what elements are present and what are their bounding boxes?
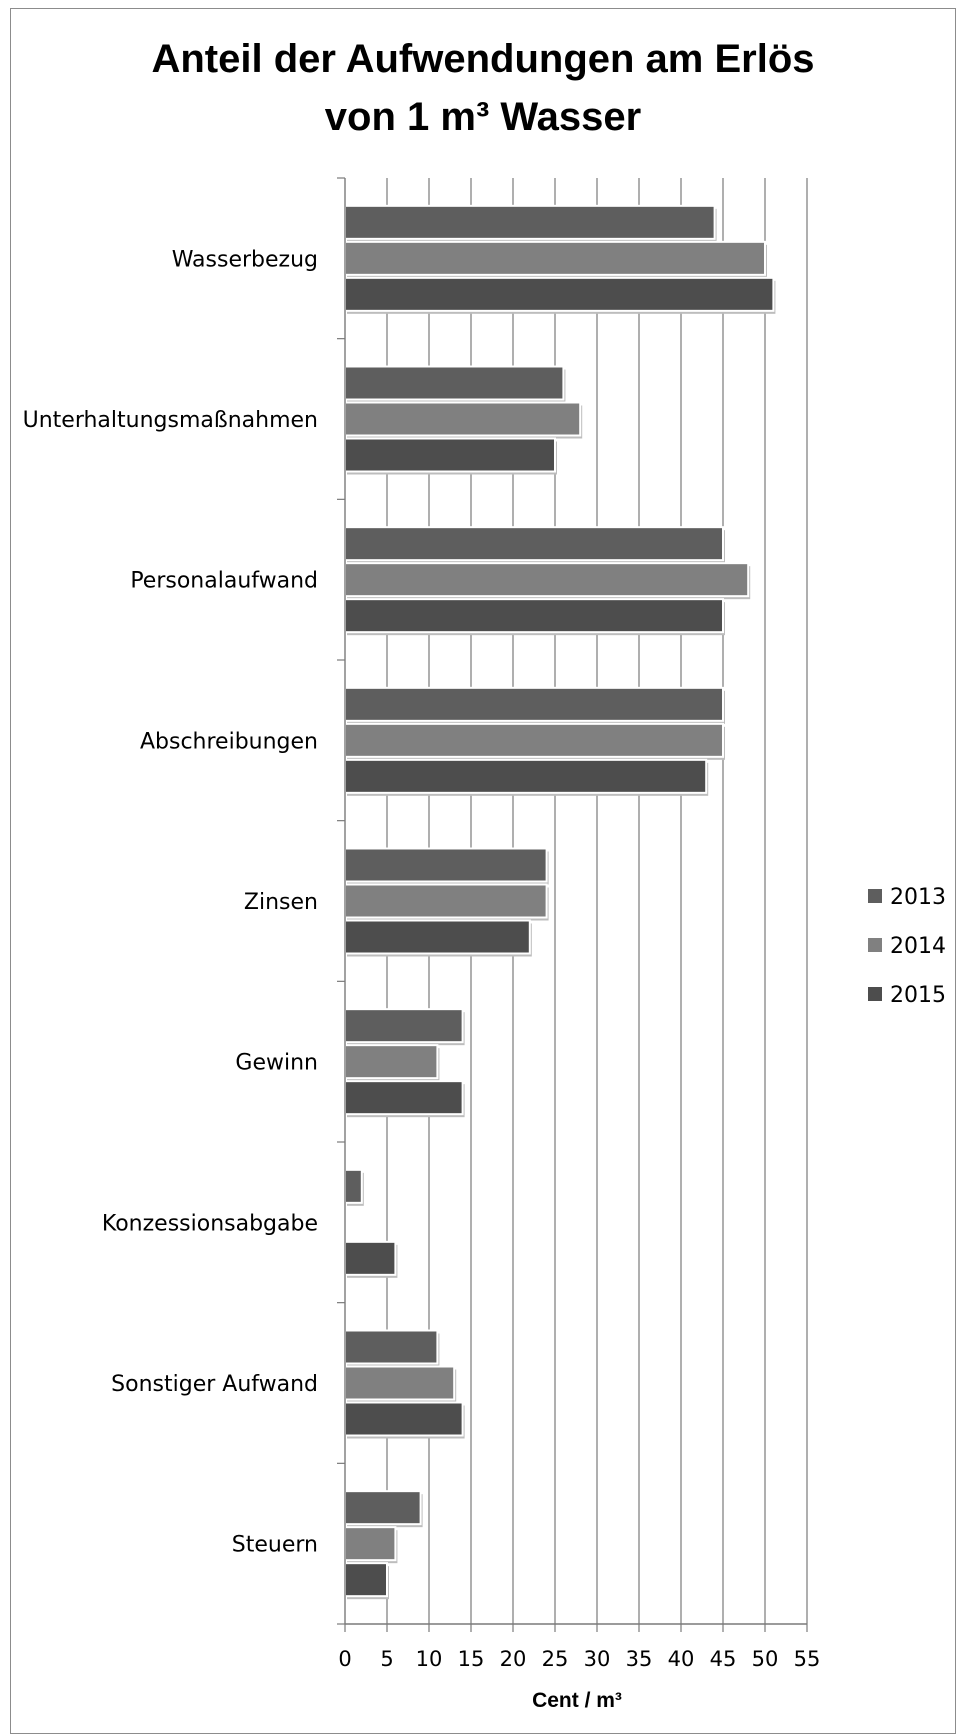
bar [344,758,708,794]
category-labels: Wasserbezug Unterhaltungsmaßnahmen Persona… [23,247,318,1557]
bar [344,1240,397,1276]
category-label: Konzessionsabgabe [102,1211,318,1236]
bar [344,401,582,437]
x-tick-label: 30 [584,1647,611,1671]
bar [344,240,766,276]
legend-swatch [868,889,882,903]
legend-label: 2014 [890,934,946,959]
category-label: Wasserbezug [172,247,318,272]
bar [344,1365,456,1401]
legend-label: 2015 [890,983,946,1008]
x-tick-label: 0 [338,1647,351,1671]
x-tick-label: 35 [626,1647,653,1671]
category-label: Gewinn [235,1051,318,1076]
x-tick-label: 25 [542,1647,569,1671]
legend-swatch [868,938,882,952]
legend-swatch [868,987,882,1001]
bar [344,276,775,312]
bar [344,1080,464,1116]
category-label: Sonstiger Aufwand [111,1372,318,1397]
x-tick-label: 55 [794,1647,821,1671]
x-tick-label: 50 [752,1647,779,1671]
x-tick-labels: 0 5 10 15 20 25 30 35 40 45 50 55 [338,1647,820,1671]
bar [344,919,531,955]
chart-title: Anteil der Aufwendungen am Erlös von 1 m… [10,30,956,146]
x-tick-label: 40 [668,1647,695,1671]
bar [344,1329,439,1365]
bar [344,722,724,758]
bar [344,1168,363,1204]
bar [344,1401,464,1437]
bar [344,1490,422,1526]
x-tick-label: 5 [380,1647,393,1671]
bar [344,847,548,883]
category-label: Unterhaltungsmaßnahmen [23,408,318,433]
bar [344,1562,388,1598]
category-label: Abschreibungen [140,729,318,754]
bar [344,365,565,401]
chart-title-line-2: von 1 m³ Wasser [324,95,642,139]
category-label: Personalaufwand [130,569,318,594]
legend-label: 2013 [890,885,946,910]
chart-title-line-1: Anteil der Aufwendungen am Erlös [151,37,815,81]
legend: 2013 2014 2015 [868,885,946,1008]
x-tick-label: 10 [416,1647,443,1671]
bar [344,204,716,240]
bars [344,204,776,1600]
bar [344,1526,397,1562]
x-axis-title: Cent / m³ [532,1689,622,1712]
bar [344,437,556,473]
category-label: Zinsen [244,890,318,915]
bar [344,598,724,634]
bar [344,1044,439,1080]
category-label: Steuern [232,1533,318,1558]
bar [344,686,724,722]
bar [344,883,548,919]
x-tick-label: 20 [500,1647,527,1671]
bar [344,1008,464,1044]
x-tick-label: 45 [710,1647,737,1671]
axes [337,177,808,1632]
x-tick-label: 15 [458,1647,485,1671]
bar [344,562,750,598]
bar [344,526,724,562]
